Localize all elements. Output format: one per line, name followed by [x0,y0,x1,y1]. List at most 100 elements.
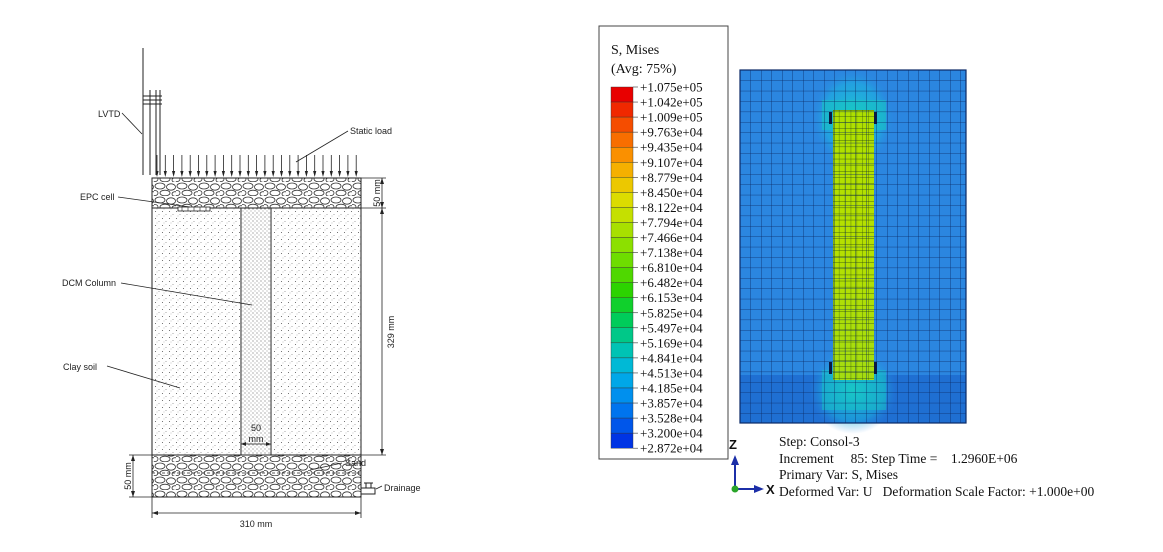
z-axis-label: Z [729,437,737,452]
load-arrowhead [263,171,267,177]
load-arrowhead [346,171,350,177]
legend-swatch [610,267,634,283]
increment-info: Increment 85: Step Time = 1.2960E+06 [779,451,1018,466]
load-arrowhead [221,171,225,177]
load-arrowhead [205,171,209,177]
load-arrowhead [288,171,292,177]
legend-value-label: +8.779e+04 [640,170,703,185]
load-arrowhead [329,171,333,177]
legend-value-label: +5.497e+04 [640,320,703,335]
legend-value-label: +6.810e+04 [640,260,703,275]
legend-color-bar [610,86,634,449]
legend-title: S, Mises [611,43,659,58]
legend-value-label: +1.009e+05 [640,110,703,125]
legend-swatch [610,432,634,449]
epc-cell-sensor [177,206,211,212]
legend-value-label: +4.185e+04 [640,381,703,396]
load-arrowhead [271,171,275,177]
bottom-layer-dimension: 50 mm [123,462,133,490]
legend-swatch [610,417,634,434]
deformed-var-info: Deformed Var: U Deformation Scale Factor… [779,484,1095,499]
legend-value-label: +9.107e+04 [640,155,703,170]
column-elements [833,110,874,380]
legend-swatch [610,357,634,374]
legend-swatch [610,162,634,178]
lvtd-label: LVTD [98,109,121,119]
legend-swatch [610,131,634,148]
dcm-column-label: DCM Column [62,278,116,288]
legend-value-label: +1.075e+05 [640,80,703,95]
bottom-sand-layer [151,454,362,498]
x-axis-label: X [766,482,775,497]
load-arrowhead [238,171,242,177]
legend-swatch [610,297,634,313]
load-arrowhead [180,171,184,177]
legend-swatch [610,327,634,344]
load-arrowhead [255,171,259,177]
legend-value-label: +7.794e+04 [640,215,703,230]
load-arrowhead [313,171,317,177]
drainage-label: Drainage [384,483,421,493]
static-load-label: Static load [350,126,392,136]
legend-swatch [610,282,634,298]
legend-value-label: +6.482e+04 [640,275,703,290]
legend-value-label: +8.450e+04 [640,185,703,200]
axis-triad: Z X [729,437,775,497]
epc-cell-label: EPC cell [80,192,115,202]
drainage-valve [360,482,376,495]
legend-value-label: +9.435e+04 [640,140,703,155]
legend-value-label: +4.841e+04 [640,350,703,365]
load-arrowhead [296,171,300,177]
legend-value-label: +1.042e+05 [640,95,703,110]
lvtd-rig [142,48,162,175]
clay-height-dimension: 329 mm [386,316,396,349]
legend-swatch [610,207,634,223]
legend-swatch [610,222,634,238]
legend-value-label: +7.466e+04 [640,230,703,245]
legend-value-label: +4.513e+04 [640,365,703,380]
primary-var-info: Primary Var: S, Mises [779,467,898,482]
legend-frame [598,25,729,460]
load-arrowhead [196,171,201,177]
legend-value-label: +3.857e+04 [640,396,703,411]
fem-mesh [739,68,967,434]
load-arrowhead [213,171,217,177]
legend-value-label: +3.200e+04 [640,426,703,441]
legend-value-label: +7.138e+04 [640,245,703,260]
step-info: Step: Consol-3 [779,434,860,449]
total-width-dimension: 310 mm [240,519,273,529]
sand-label: Sand [345,458,366,468]
legend-swatch [610,372,634,389]
legend-swatch [610,86,634,103]
load-arrowhead [279,171,284,177]
legend-subtitle: (Avg: 75%) [611,62,677,77]
legend-swatch [610,116,634,133]
load-arrowhead [354,171,358,177]
legend-swatch [610,342,634,359]
load-arrowhead [246,171,250,177]
load-arrowhead [304,171,308,177]
legend-swatch [610,146,634,163]
top-layer-dimension: 50 mm [372,179,382,207]
column-width-value: 50 [251,423,261,433]
load-arrowhead [321,171,325,177]
load-arrowhead [230,171,234,177]
legend-value-label: +2.872e+04 [640,441,703,456]
legend-swatch [610,252,634,268]
legend-swatch [610,177,634,193]
static-load-arrows [155,155,358,177]
legend-swatch [610,387,634,404]
legend-swatch [610,237,634,253]
legend-swatch [610,402,634,419]
legend-value-label: +3.528e+04 [640,411,703,426]
legend-swatch [610,192,634,208]
legend-value-label: +9.763e+04 [640,125,703,140]
legend-swatch [610,312,634,329]
legend-value-label: +5.169e+04 [640,335,703,350]
load-arrowhead [188,171,192,177]
load-arrowhead [155,171,159,177]
clay-soil-label: Clay soil [63,362,97,372]
legend-value-label: +8.122e+04 [640,200,703,215]
load-arrowhead [172,171,176,177]
legend-swatch [610,101,634,118]
